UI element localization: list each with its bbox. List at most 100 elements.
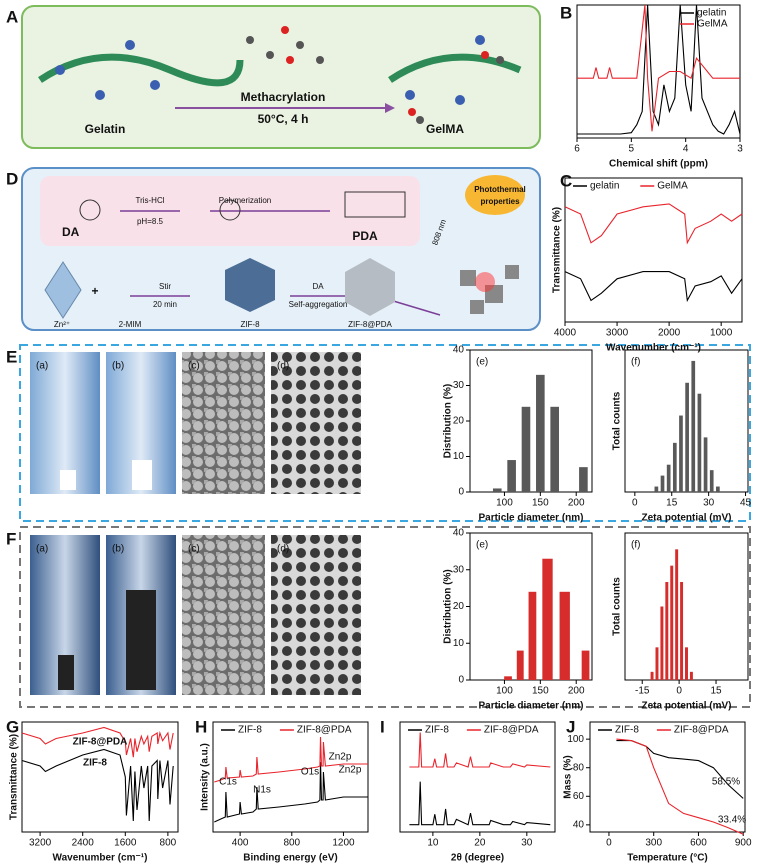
x-axis-label: Zeta potential (mV) bbox=[641, 701, 731, 712]
bar bbox=[666, 464, 671, 492]
annotation: N1s bbox=[253, 785, 271, 796]
bar bbox=[703, 437, 708, 492]
bar bbox=[492, 488, 502, 492]
line-series bbox=[409, 732, 551, 768]
x-tick-label: -15 bbox=[635, 686, 650, 697]
atoms bbox=[281, 26, 489, 116]
ring bbox=[219, 199, 241, 221]
label: Photothermal bbox=[474, 185, 526, 194]
label: Methacrylation bbox=[241, 90, 326, 104]
bar bbox=[716, 486, 720, 492]
x-tick-label: 5 bbox=[629, 144, 635, 155]
y-tick-label: 60 bbox=[573, 791, 585, 802]
label: 2-MIM bbox=[119, 320, 142, 329]
bar bbox=[504, 676, 512, 680]
arrows bbox=[120, 210, 441, 316]
y-axis-label: Distribution (%) bbox=[443, 569, 454, 643]
bar bbox=[655, 647, 659, 680]
annotation: Zn2p bbox=[339, 765, 362, 776]
x-axis-label: Particle diameter (nm) bbox=[478, 513, 583, 524]
x-tick-label: 0 bbox=[606, 838, 612, 849]
panel-sublabel: (f) bbox=[631, 357, 640, 368]
y-tick-label: 30 bbox=[453, 564, 465, 575]
x-axis-label: Wavenumber (cm⁻¹) bbox=[53, 853, 148, 864]
y-tick-label: 10 bbox=[453, 638, 465, 649]
y-axis-label: Transmittance (%) bbox=[9, 734, 20, 820]
image-label: (c) bbox=[188, 544, 200, 555]
x-tick-label: 0 bbox=[676, 686, 682, 697]
legend-label: ZIF-8 bbox=[238, 725, 262, 736]
panel-label: B bbox=[560, 3, 572, 22]
x-axis-label: 2θ (degree) bbox=[451, 853, 504, 864]
y-tick-label: 80 bbox=[573, 762, 585, 773]
panel-label: I bbox=[380, 717, 385, 736]
y-tick-label: 20 bbox=[453, 416, 465, 427]
images-f bbox=[30, 535, 361, 695]
label: Gelatin bbox=[85, 122, 126, 136]
chain bbox=[38, 53, 244, 87]
x-tick-label: 2400 bbox=[72, 838, 95, 849]
x-tick-label: 20 bbox=[474, 838, 486, 849]
y-tick-label: 40 bbox=[453, 528, 465, 539]
x-tick-label: 1600 bbox=[114, 838, 137, 849]
x-tick-label: 800 bbox=[160, 838, 177, 849]
annotation: 58.5% bbox=[712, 777, 740, 788]
label: 50°C, 4 h bbox=[258, 112, 309, 126]
image-label: (c) bbox=[188, 361, 200, 372]
annotation: 33.4% bbox=[718, 815, 746, 826]
bar bbox=[691, 360, 696, 492]
bar bbox=[709, 470, 714, 492]
plot-frame bbox=[576, 4, 741, 139]
x-tick-label: 0 bbox=[632, 498, 638, 509]
x-tick-label: 900 bbox=[735, 838, 752, 849]
plot-frame bbox=[399, 721, 556, 833]
x-tick-label: 200 bbox=[568, 686, 585, 697]
bar bbox=[672, 442, 677, 492]
panel-label: J bbox=[566, 717, 575, 736]
x-tick-label: 15 bbox=[666, 498, 678, 509]
bar bbox=[660, 606, 664, 680]
y-tick-label: 20 bbox=[453, 601, 465, 612]
y-tick-label: 40 bbox=[453, 345, 465, 356]
label: Stir bbox=[159, 282, 171, 291]
label: Polymerization bbox=[219, 196, 271, 205]
panel-label: C bbox=[560, 171, 572, 190]
x-axis-label: Particle diameter (nm) bbox=[478, 701, 583, 712]
y-tick-label: 30 bbox=[453, 380, 465, 391]
line-series bbox=[214, 761, 368, 823]
panel-label: F bbox=[6, 529, 16, 548]
plot-frame bbox=[21, 721, 179, 833]
y-axis-label: Transmittance (%) bbox=[552, 207, 563, 293]
legend-label: ZIF-8 bbox=[425, 725, 449, 736]
y-tick-label: 0 bbox=[458, 675, 464, 686]
line-series bbox=[616, 740, 744, 799]
x-axis-label: Temperature (°C) bbox=[627, 853, 708, 864]
legend-label: GelMA bbox=[657, 181, 688, 192]
panel-label: H bbox=[195, 717, 207, 736]
zif-pda bbox=[345, 258, 395, 316]
image-label: (d) bbox=[277, 544, 289, 555]
bar bbox=[685, 382, 689, 492]
bar bbox=[650, 671, 654, 680]
annotation: O1s bbox=[301, 767, 319, 778]
y-axis-label: Distribution (%) bbox=[443, 384, 454, 458]
line-series bbox=[577, 4, 741, 135]
x-tick-label: 1200 bbox=[332, 838, 355, 849]
x-tick-label: 3200 bbox=[29, 838, 52, 849]
x-tick-label: 10 bbox=[427, 838, 439, 849]
glow bbox=[475, 272, 495, 292]
x-tick-label: 150 bbox=[532, 498, 549, 509]
label: DA bbox=[312, 282, 324, 291]
images-e bbox=[30, 352, 361, 494]
legend-label: ZIF-8 bbox=[615, 725, 639, 736]
x-tick-label: 200 bbox=[568, 498, 585, 509]
x-tick-label: 3 bbox=[737, 144, 743, 155]
x-tick-label: 3000 bbox=[606, 328, 629, 339]
annotation: ZIF-8@PDA bbox=[73, 737, 128, 748]
image-label: (b) bbox=[112, 544, 124, 555]
x-tick-label: 15 bbox=[710, 686, 722, 697]
x-tick-label: 45 bbox=[740, 498, 752, 509]
x-tick-label: 400 bbox=[232, 838, 249, 849]
bar bbox=[679, 415, 683, 492]
